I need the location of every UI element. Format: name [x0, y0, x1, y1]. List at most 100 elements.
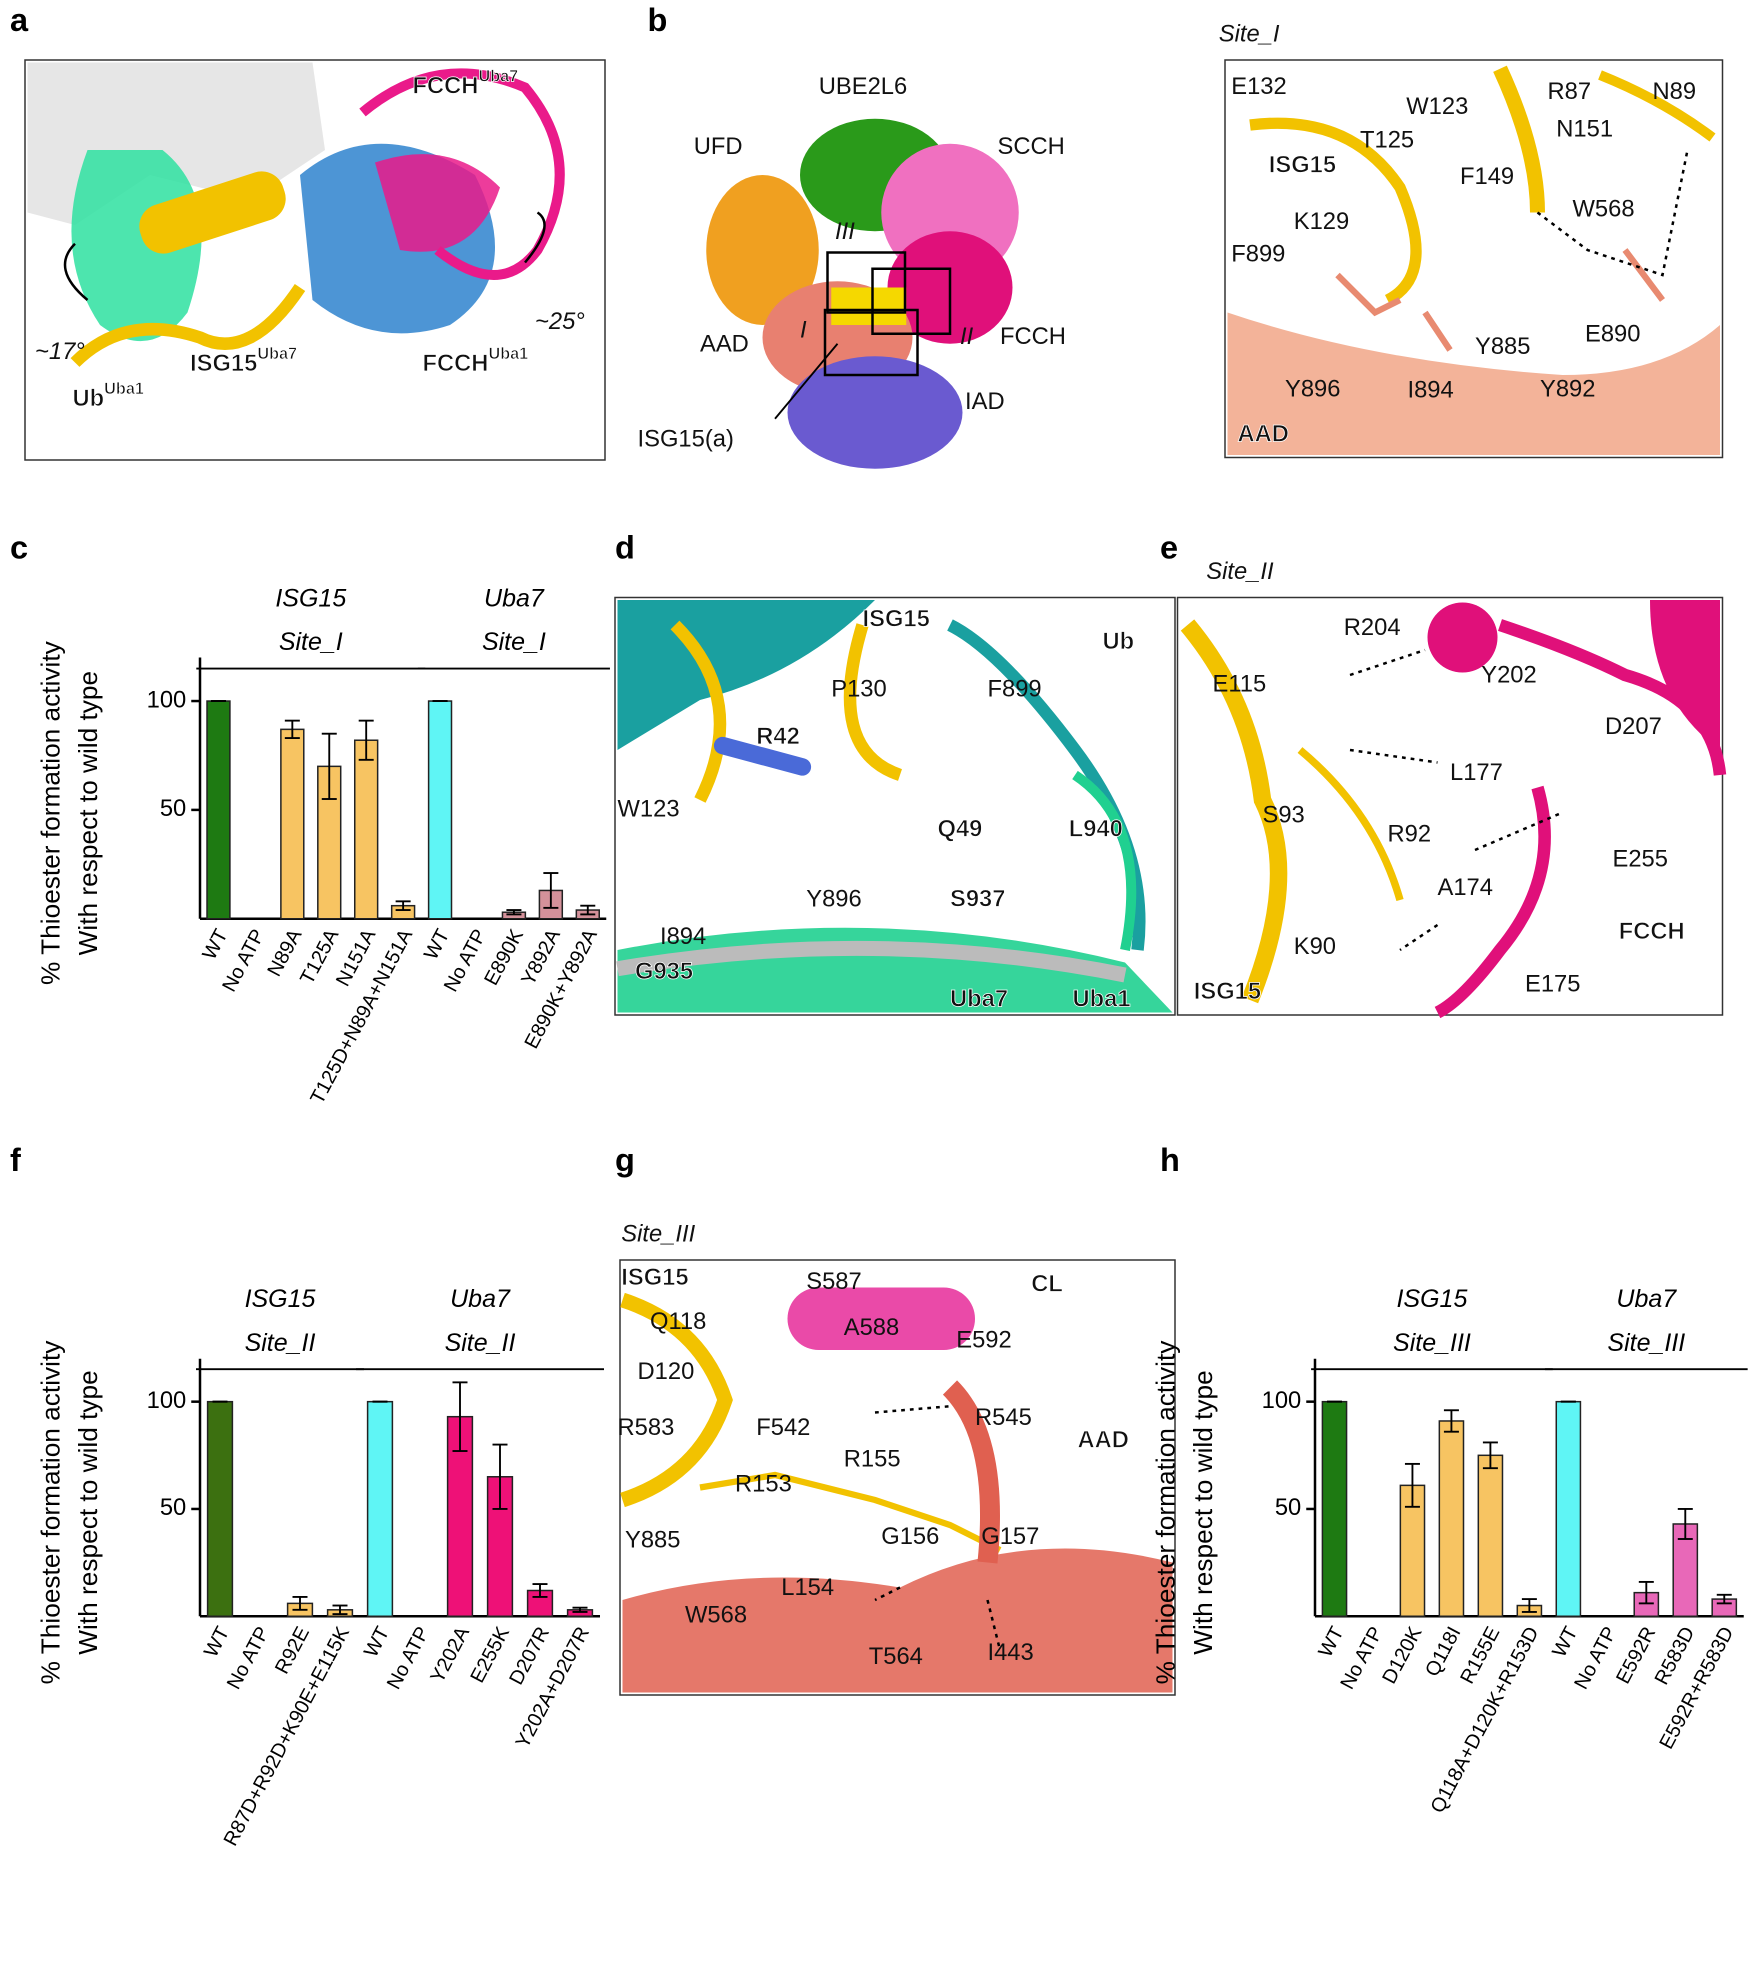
structure-label: R87 [1548, 78, 1592, 105]
y-tick-label: 50 [160, 795, 186, 822]
group-subtitle: Site_I [279, 628, 343, 656]
structure-label: T564 [869, 1643, 923, 1670]
x-tick-label: D120K [1378, 1623, 1426, 1688]
x-tick-label: WT [199, 926, 233, 964]
panel-letter: b [648, 2, 668, 38]
structure-label: G156 [881, 1523, 939, 1550]
group-title: ISG15 [1396, 1285, 1467, 1313]
panel-title: Site_I [1219, 20, 1280, 47]
structure-label: W123 [618, 795, 680, 822]
structure-label: FCCHUba7 [413, 68, 519, 100]
panel-letter: g [615, 1142, 635, 1178]
error-bar [452, 1381, 468, 1452]
structure-label: R583 [618, 1414, 675, 1441]
error-bar [321, 732, 337, 800]
structure-label: ISG15 [863, 605, 930, 632]
error-bar [492, 1443, 508, 1510]
structure-label: D120 [638, 1358, 695, 1385]
panel-letter: d [615, 530, 635, 566]
structure-label: AAD [1238, 420, 1289, 447]
structure-label: S937 [950, 885, 1005, 912]
error-bar [532, 1583, 548, 1598]
bar [427, 700, 453, 920]
structure-label: I894 [660, 923, 706, 950]
error-bar [1677, 1508, 1693, 1540]
panel-title: Site_III [621, 1220, 695, 1247]
structure-label: R204 [1344, 614, 1401, 641]
structure-label: I443 [988, 1639, 1034, 1666]
group-title: Uba7 [1616, 1285, 1677, 1313]
structure-label: AAD [1078, 1427, 1129, 1454]
y-tick-label: 50 [160, 1494, 186, 1521]
panel-b-image [706, 118, 1019, 469]
label-superscript: Uba1 [104, 380, 144, 398]
error-bar [358, 719, 374, 761]
structure-label: E132 [1231, 73, 1286, 100]
structure-label: L177 [1450, 759, 1503, 786]
structure-label: W568 [1573, 195, 1635, 222]
structure-label: III [835, 218, 855, 245]
x-tick-label: WT [1548, 1623, 1582, 1661]
y-axis-label: % Thioester formation activity [1150, 1340, 1180, 1685]
structure-label: L154 [781, 1574, 834, 1601]
bar [1555, 1400, 1582, 1618]
y-axis-label: With respect to wild type [1188, 1370, 1218, 1654]
x-tick-label: WT [420, 926, 454, 964]
structure-label: Q49 [938, 815, 983, 842]
panel-letter: h [1160, 1142, 1180, 1178]
panel-letter: a [10, 2, 29, 38]
label-superscript: Uba7 [257, 345, 297, 363]
panel-letter: e [1160, 530, 1178, 566]
y-tick-label: 50 [1275, 1494, 1301, 1521]
structure-label: E255 [1613, 845, 1668, 872]
structure-label: Y885 [1475, 333, 1530, 360]
structure-label: AAD [700, 330, 749, 357]
structure-label: ISG15 [1194, 978, 1261, 1005]
structure-label: UBE2L6 [819, 73, 907, 100]
x-tick-label: WT [1315, 1623, 1349, 1661]
error-bar [572, 1606, 588, 1613]
structure-label: G935 [635, 958, 693, 985]
group-subtitle: Site_II [245, 1329, 316, 1357]
group-subtitle: Site_II [445, 1329, 516, 1357]
group-subtitle: Site_I [482, 628, 546, 656]
structure-label: II [960, 323, 974, 350]
label-main: Ub [73, 385, 105, 412]
structure-label: I894 [1408, 377, 1454, 404]
structure-label: S587 [806, 1268, 861, 1295]
structure-label: K129 [1294, 208, 1349, 235]
y-axis-label: With respect to wild type [73, 1370, 103, 1654]
structure-label: R92 [1388, 820, 1432, 847]
y-tick-label: 100 [147, 1387, 187, 1414]
panel-e-image [1176, 596, 1727, 1019]
structure-label: FCCHUba1 [423, 345, 529, 377]
y-axis-label: With respect to wild type [73, 671, 103, 955]
error-bar [543, 872, 559, 909]
structure-label: ISG15 [1269, 152, 1336, 179]
y-tick-label: 100 [147, 686, 187, 713]
structure-label: A174 [1438, 874, 1493, 901]
label-superscript: Uba1 [488, 345, 528, 363]
structure-label: Uba7 [950, 985, 1008, 1012]
label-main: FCCH [413, 73, 479, 100]
structure-label: CL [1031, 1270, 1063, 1297]
structure-label: FCCH [1000, 323, 1066, 350]
error-bar [284, 719, 300, 739]
error-bar [1404, 1462, 1420, 1508]
panel-g-image [619, 1259, 1176, 1696]
structure-label: Uba1 [1073, 985, 1131, 1012]
structure-label: P130 [831, 675, 886, 702]
structure-label: L940 [1069, 815, 1123, 842]
error-bar [1482, 1441, 1498, 1470]
structure-label: F899 [1231, 240, 1285, 267]
structure-label: E890 [1585, 320, 1640, 347]
error-bar [332, 1604, 348, 1616]
group-title: ISG15 [245, 1285, 316, 1313]
bar [1438, 1420, 1465, 1617]
label-main: ISG15 [190, 350, 257, 377]
structure-label: IAD [965, 388, 1005, 415]
structure-label: T125 [1360, 127, 1414, 154]
error-bar [506, 909, 522, 916]
structure-label: SCCH [998, 133, 1065, 160]
